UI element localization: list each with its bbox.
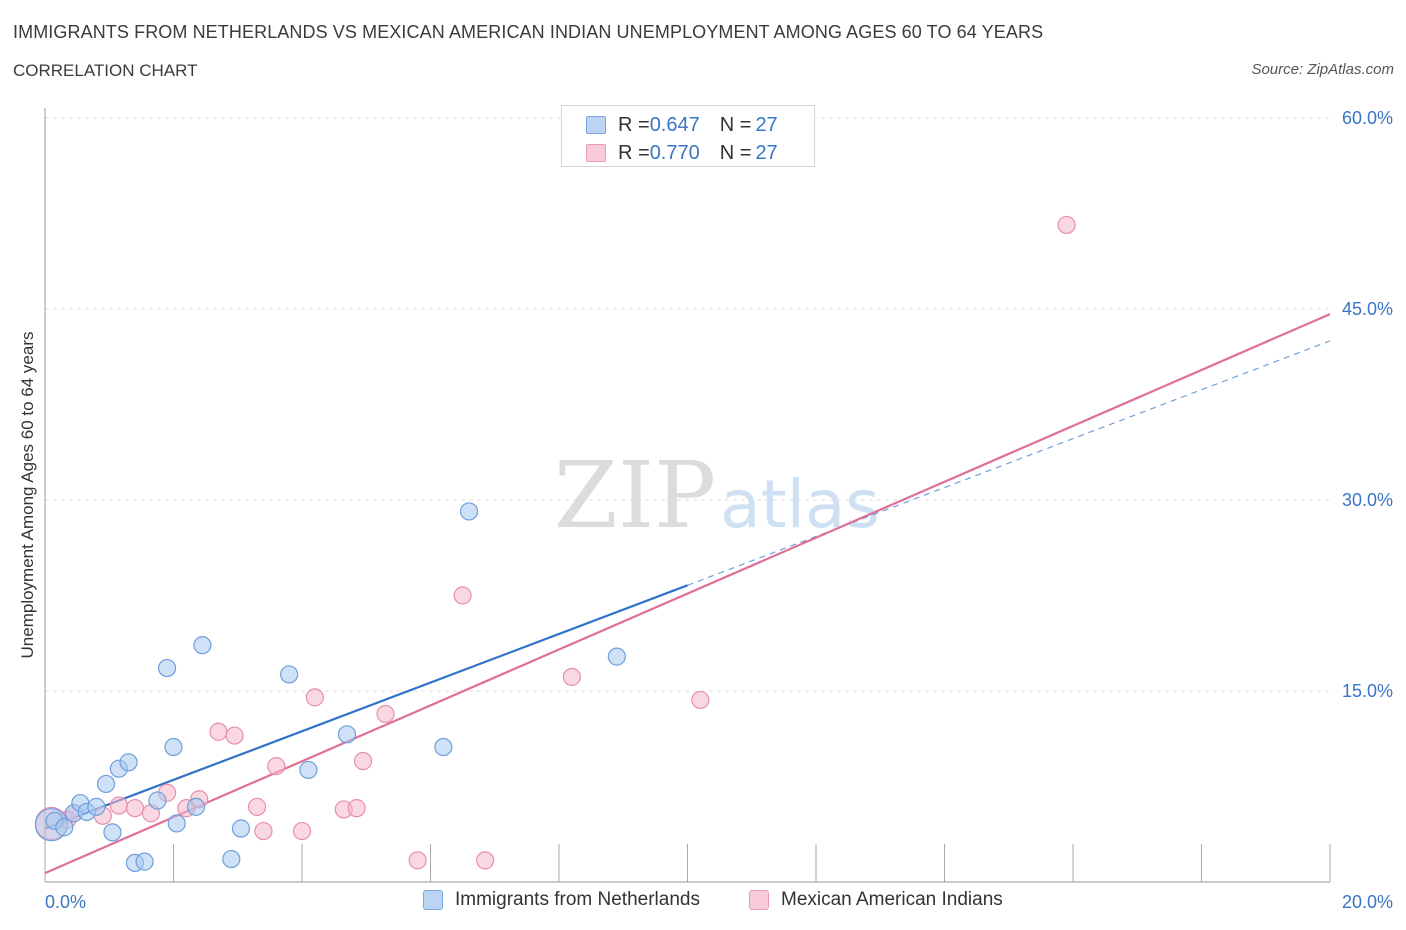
point-netherlands xyxy=(164,737,183,757)
chart-title: IMMIGRANTS FROM NETHERLANDS VS MEXICAN A… xyxy=(13,22,1044,42)
point-mexican-american-indians xyxy=(209,722,228,741)
point-netherlands xyxy=(135,852,154,871)
r-value: 0.770 xyxy=(649,141,700,164)
point-mexican-american-indians xyxy=(691,690,710,710)
point-netherlands xyxy=(103,823,122,842)
legend-label: Immigrants from Netherlands xyxy=(455,889,700,910)
point-mexican-american-indians xyxy=(562,667,581,687)
r-label: R = xyxy=(618,113,650,136)
stats-row-mexican-american-indians: R = 0.770 N = 27 xyxy=(586,141,778,165)
y-tick-label: 30.0% xyxy=(1342,490,1393,510)
watermark-zip: ZIP xyxy=(554,442,716,549)
n-label: N = xyxy=(719,141,752,164)
legend-item-netherlands[interactable]: Immigrants from Netherlands xyxy=(423,889,700,911)
point-netherlands xyxy=(157,658,177,678)
trend-line-mexican-american-indians xyxy=(44,313,1331,875)
point-netherlands xyxy=(186,797,206,816)
stats-swatch-pink xyxy=(586,144,606,162)
point-mexican-american-indians xyxy=(254,821,273,841)
point-netherlands xyxy=(193,636,212,655)
legend-item-mexican-american-indians[interactable]: Mexican American Indians xyxy=(749,889,1003,911)
point-netherlands xyxy=(280,665,299,684)
legend-label: Mexican American Indians xyxy=(781,889,1003,910)
point-netherlands xyxy=(55,818,74,837)
point-netherlands xyxy=(96,774,116,794)
point-mexican-american-indians xyxy=(225,726,244,745)
series-legend: Immigrants from Netherlands Mexican Amer… xyxy=(0,889,1406,917)
stats-row-netherlands: R = 0.647 N = 27 xyxy=(586,113,778,137)
point-mexican-american-indians xyxy=(125,799,145,818)
point-mexican-american-indians xyxy=(353,751,373,771)
gridlines xyxy=(45,117,1330,692)
point-mexican-american-indians xyxy=(109,796,128,815)
point-mexican-american-indians xyxy=(376,704,395,724)
x-tick-label: 0.0% xyxy=(45,892,86,912)
r-label: R = xyxy=(618,141,650,164)
n-value: 27 xyxy=(755,141,778,164)
trend-lines xyxy=(44,313,1331,875)
tick-labels: 15.0% 30.0% 45.0% 60.0% 0.0% 20.0% xyxy=(45,108,1393,912)
r-value: 0.647 xyxy=(649,113,700,136)
chart-subtitle: CORRELATION CHART xyxy=(13,61,198,80)
y-tick-label: 15.0% xyxy=(1342,681,1393,701)
point-mexican-american-indians xyxy=(305,688,324,707)
point-mexican-american-indians xyxy=(292,821,312,841)
point-netherlands xyxy=(337,725,357,744)
point-netherlands xyxy=(434,737,453,757)
point-mexican-american-indians xyxy=(1057,215,1076,235)
axes xyxy=(44,108,1331,883)
data-points xyxy=(34,215,1076,873)
y-tick-label: 60.0% xyxy=(1342,108,1393,128)
trend-line-netherlands xyxy=(44,584,688,830)
source-credit: Source: ZipAtlas.com xyxy=(1251,61,1394,78)
point-mexican-american-indians xyxy=(453,586,472,605)
point-netherlands xyxy=(148,791,167,810)
point-netherlands xyxy=(87,797,106,816)
point-mexican-american-indians xyxy=(247,797,267,816)
stats-legend: R = 0.647 N = 27 R = 0.770 N = 27 xyxy=(561,105,815,167)
legend-swatch-blue xyxy=(423,890,443,910)
point-mexican-american-indians xyxy=(267,757,286,776)
point-mexican-american-indians xyxy=(347,799,366,818)
point-netherlands xyxy=(299,760,318,780)
watermark: ZIP atlas xyxy=(554,442,880,549)
point-mexican-american-indians xyxy=(408,851,427,870)
point-mexican-american-indians xyxy=(476,851,495,870)
point-netherlands xyxy=(607,647,626,666)
point-netherlands xyxy=(167,814,186,833)
point-netherlands xyxy=(231,819,251,838)
point-netherlands xyxy=(119,753,138,772)
stats-swatch-blue xyxy=(586,116,606,134)
n-value: 27 xyxy=(755,113,778,136)
y-tick-label: 45.0% xyxy=(1342,299,1393,319)
point-netherlands xyxy=(459,502,479,521)
legend-swatch-pink xyxy=(749,890,769,910)
watermark-atlas: atlas xyxy=(720,466,880,543)
n-label: N = xyxy=(719,113,752,136)
x-tick-label: 20.0% xyxy=(1342,892,1393,912)
y-axis-label: Unemployment Among Ages 60 to 64 years xyxy=(18,331,37,659)
trend-line-netherlands-extension xyxy=(687,340,1331,586)
point-netherlands xyxy=(222,849,241,869)
